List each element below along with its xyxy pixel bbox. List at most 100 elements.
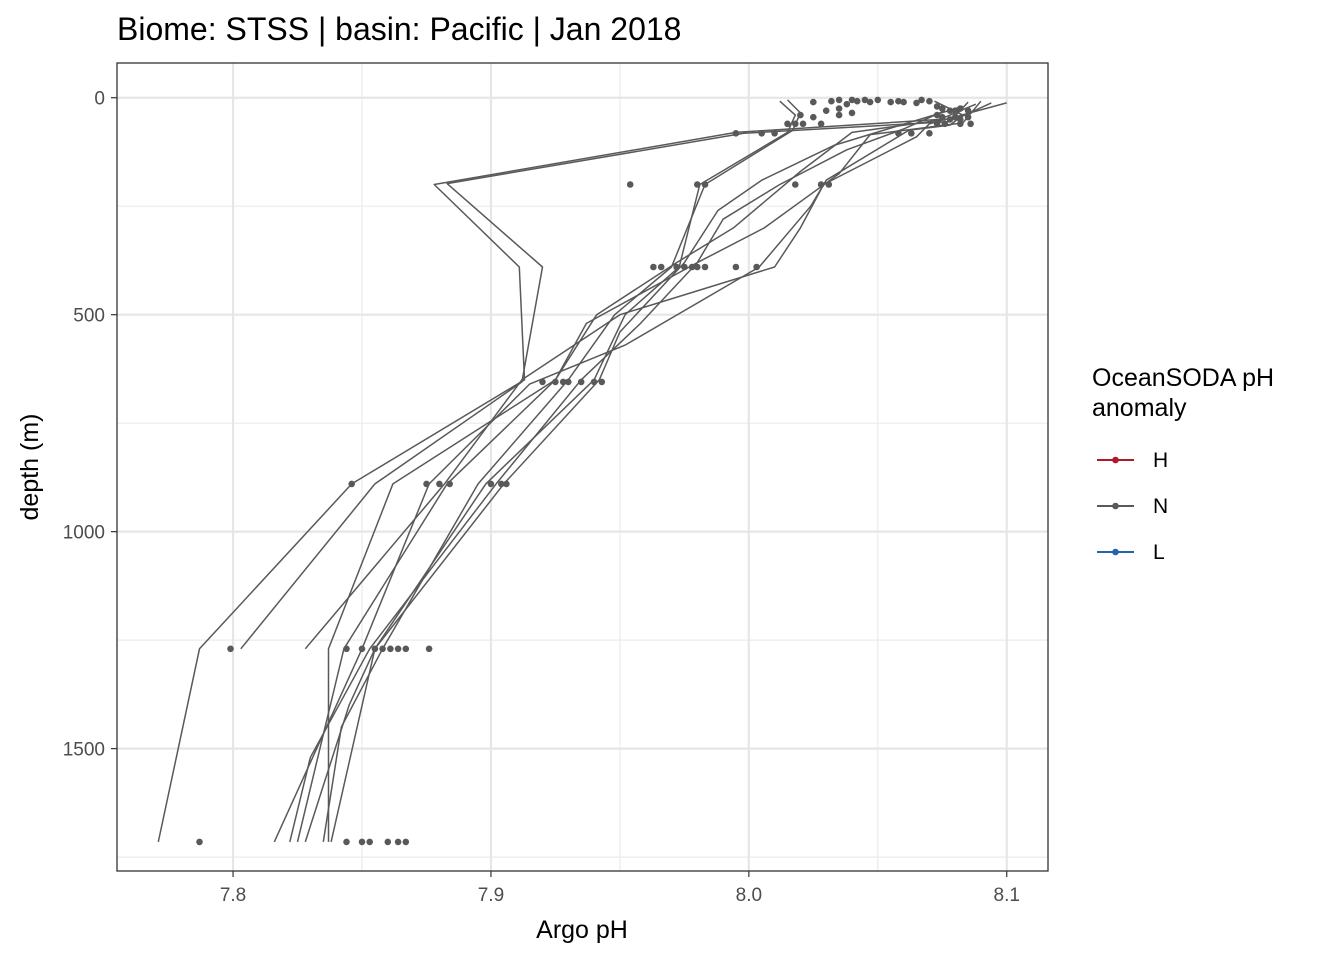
data-point bbox=[384, 838, 392, 846]
x-tick-label: 8.1 bbox=[994, 885, 1020, 906]
data-point bbox=[423, 480, 430, 488]
data-point bbox=[348, 480, 356, 488]
series-points bbox=[196, 96, 974, 846]
data-point bbox=[577, 378, 585, 386]
data-point bbox=[425, 645, 433, 653]
data-point bbox=[957, 105, 964, 112]
data-point bbox=[402, 838, 410, 846]
plot-panel bbox=[116, 62, 1049, 872]
data-point bbox=[810, 113, 817, 121]
y-tick-label: 500 bbox=[73, 306, 105, 327]
data-point bbox=[951, 107, 959, 114]
data-point bbox=[835, 105, 843, 112]
data-point bbox=[908, 130, 915, 137]
data-point bbox=[701, 181, 709, 188]
data-point bbox=[817, 181, 825, 188]
data-point bbox=[436, 480, 443, 488]
series-line-n-6 bbox=[330, 105, 964, 843]
data-point bbox=[771, 130, 778, 137]
panel-background bbox=[117, 63, 1048, 871]
legend-key-point bbox=[1112, 548, 1119, 556]
data-point bbox=[913, 99, 920, 107]
data-point bbox=[598, 378, 606, 386]
data-point bbox=[817, 120, 825, 128]
data-point bbox=[402, 645, 410, 653]
data-point bbox=[657, 263, 665, 271]
data-point bbox=[853, 97, 861, 105]
legend-key-point bbox=[1112, 456, 1119, 464]
data-point bbox=[343, 645, 350, 653]
data-point bbox=[732, 130, 740, 137]
legend: OceanSODA pH anomaly HNL bbox=[1092, 364, 1274, 564]
data-point bbox=[835, 96, 843, 104]
legend-entry-n: N bbox=[1097, 495, 1168, 518]
chart-title: Biome: STSS | basin: Pacific | Jan 2018 bbox=[117, 11, 681, 47]
data-point bbox=[941, 120, 949, 128]
data-point bbox=[343, 838, 350, 846]
data-point bbox=[797, 111, 804, 119]
data-point bbox=[694, 181, 701, 188]
data-point bbox=[799, 120, 807, 128]
legend-entries: HNL bbox=[1097, 449, 1168, 564]
data-point bbox=[933, 103, 941, 110]
data-point bbox=[926, 97, 933, 105]
data-point bbox=[753, 263, 760, 271]
data-point bbox=[933, 120, 941, 128]
data-point bbox=[900, 98, 907, 106]
data-point bbox=[539, 378, 546, 386]
data-point bbox=[552, 378, 559, 386]
data-point bbox=[590, 378, 598, 386]
data-point bbox=[810, 98, 817, 106]
data-point bbox=[196, 838, 203, 846]
panel-border bbox=[116, 62, 1049, 872]
data-point bbox=[626, 181, 634, 188]
series-line-n-7 bbox=[289, 110, 946, 843]
legend-title-line-1: OceanSODA pH bbox=[1092, 364, 1274, 392]
data-point bbox=[946, 107, 954, 114]
grid-major bbox=[117, 63, 1048, 871]
data-point bbox=[926, 130, 933, 137]
data-point bbox=[866, 98, 874, 106]
data-point bbox=[503, 480, 510, 488]
x-axis-ticks: 7.8 7.9 8.0 8.1 bbox=[220, 871, 1020, 906]
data-point bbox=[498, 480, 505, 488]
data-point bbox=[366, 838, 374, 846]
data-point bbox=[825, 181, 833, 188]
data-point bbox=[694, 263, 701, 271]
legend-key-point bbox=[1112, 502, 1119, 510]
data-point bbox=[951, 113, 959, 121]
data-point bbox=[681, 263, 688, 271]
data-point bbox=[371, 645, 379, 653]
legend-label: L bbox=[1153, 541, 1165, 564]
data-point bbox=[822, 107, 830, 114]
data-point bbox=[957, 120, 964, 128]
legend-entry-h: H bbox=[1097, 449, 1168, 472]
data-point bbox=[933, 111, 941, 119]
data-point bbox=[895, 97, 902, 105]
x-axis-title: Argo pH bbox=[536, 916, 628, 944]
series-line-n-3 bbox=[327, 102, 992, 842]
y-tick-label: 0 bbox=[94, 89, 105, 110]
series-line-n-10 bbox=[304, 100, 797, 843]
series-line-n-8 bbox=[273, 100, 964, 843]
legend-title-line-2: anomaly bbox=[1092, 394, 1187, 422]
legend-label: H bbox=[1153, 449, 1168, 472]
y-axis-ticks: 0 500 1000 1500 bbox=[63, 89, 117, 761]
data-point bbox=[828, 97, 835, 105]
data-point bbox=[784, 120, 791, 128]
x-tick-label: 8.0 bbox=[736, 885, 762, 906]
data-point bbox=[848, 109, 856, 117]
data-point bbox=[792, 181, 799, 188]
data-point bbox=[964, 107, 972, 114]
data-point bbox=[559, 378, 567, 386]
data-point bbox=[946, 116, 954, 123]
data-point bbox=[939, 113, 946, 121]
data-point bbox=[874, 96, 882, 104]
data-point bbox=[964, 113, 972, 121]
y-tick-label: 1000 bbox=[63, 523, 105, 544]
data-point bbox=[673, 263, 680, 271]
data-point bbox=[387, 645, 394, 653]
data-point bbox=[895, 130, 902, 137]
legend-label: N bbox=[1153, 495, 1168, 518]
